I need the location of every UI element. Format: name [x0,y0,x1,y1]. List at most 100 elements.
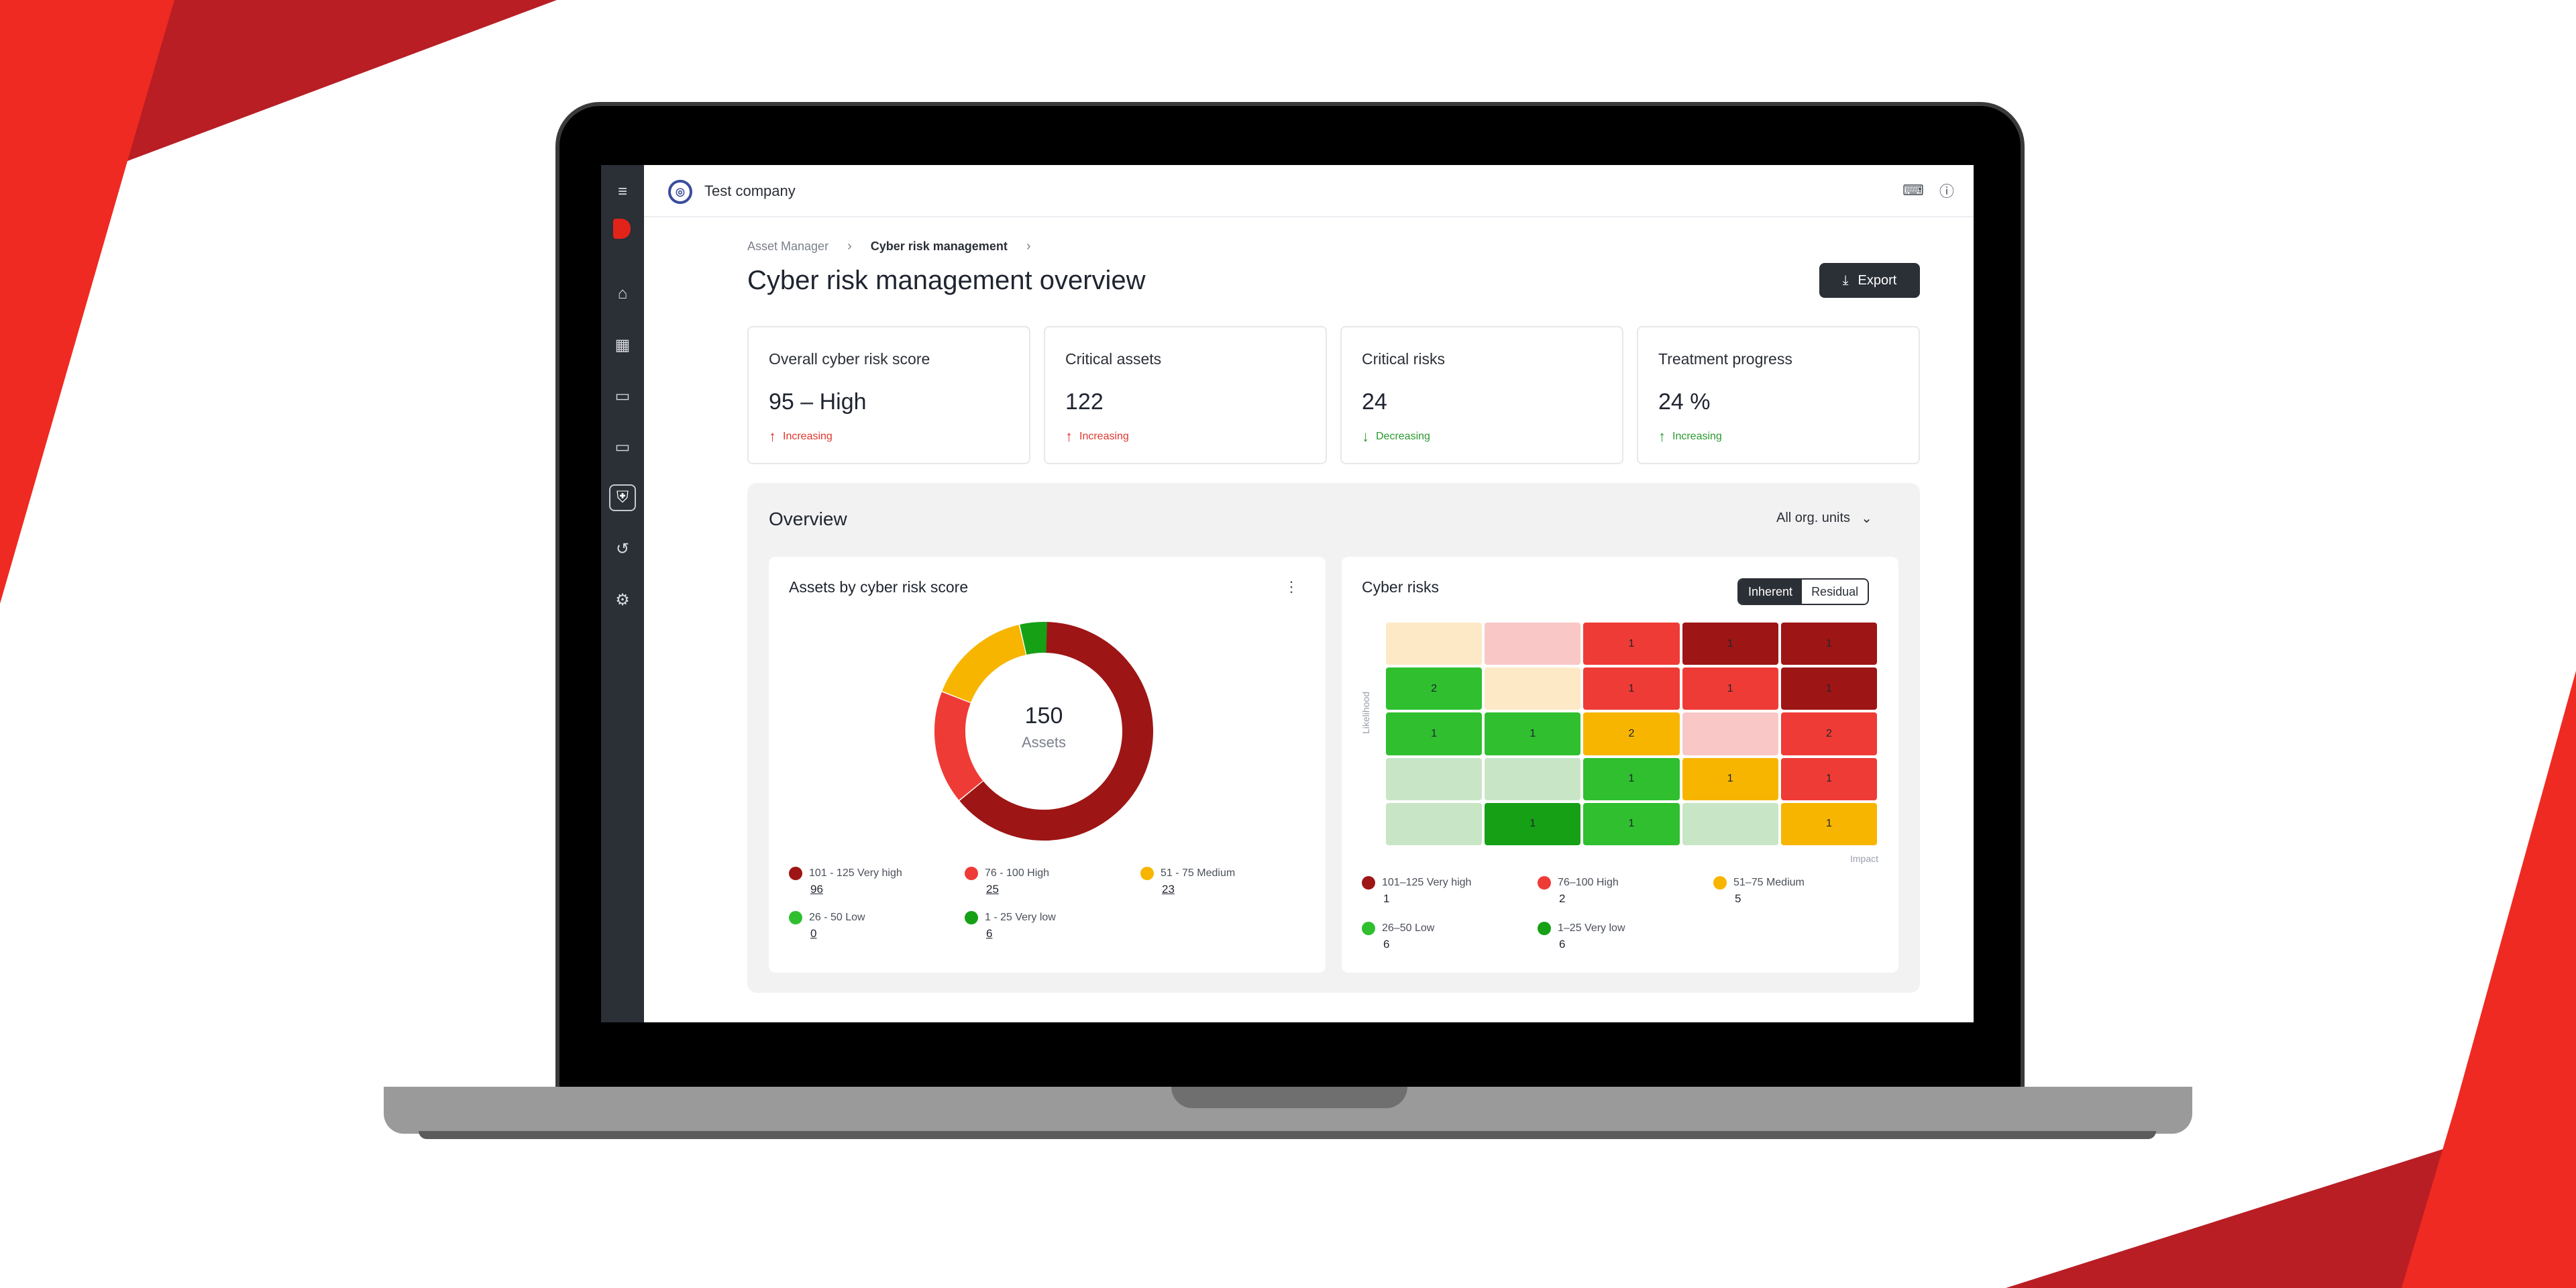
kpi-trend-label: Increasing [1079,431,1129,442]
breadcrumb-item-asset-manager[interactable]: Asset Manager [747,239,829,253]
heatmap-cell-r1-c3[interactable]: 1 [1682,667,1778,710]
heatmap-cell-r3-c2[interactable]: 1 [1583,757,1680,800]
legend-label: 26–50 Low [1382,922,1435,934]
heatmap-cell-r2-c0[interactable]: 1 [1386,712,1483,755]
heatmap-cell-r0-c0[interactable] [1386,623,1483,665]
legend-value-link[interactable]: 6 [986,927,993,940]
risk-legend-item-medium: 51–75 Medium 5 [1713,876,1874,906]
arrow-up-icon: ↑ [769,428,776,445]
heatmap-cell-r1-c0[interactable]: 2 [1386,667,1483,710]
heatmap-x-axis-label: Impact [1849,853,1878,864]
heatmap-cell-r3-c3[interactable]: 1 [1682,757,1778,800]
heatmap-cell-r0-c1[interactable] [1485,623,1581,665]
folder-icon[interactable]: ▭ [614,386,631,405]
kpi-card-overall-score[interactable]: Overall cyber risk score 95 – High ↑ Inc… [747,326,1030,464]
donut-slice-0[interactable] [959,622,1153,841]
heatmap-cell-r0-c4[interactable]: 1 [1780,623,1877,665]
kpi-value: 95 – High [769,389,867,415]
heatmap-cell-r3-c0[interactable] [1386,757,1483,800]
donut-slice-2[interactable] [942,625,1026,703]
shield-icon[interactable]: ⛨ [609,484,636,511]
legend-label: 1 - 25 Very low [985,912,1056,924]
legend-item-low: 26 - 50 Low 0 [789,911,950,941]
breadcrumb-item-current: Cyber risk management [870,239,1008,253]
keyboard-icon[interactable]: ⌨ [1902,182,1924,199]
legend-swatch [1362,922,1375,935]
donut-slice-1[interactable] [934,692,983,800]
kpi-trend: ↓ Decreasing [1362,428,1430,445]
deco-shape-top-left-dark [0,0,557,161]
legend-value-link[interactable]: 23 [1162,883,1175,896]
folder-alt-icon[interactable]: ▭ [614,437,631,456]
kpi-value: 24 % [1658,389,1711,415]
donut-slice-4[interactable] [1020,622,1047,655]
chevron-right-icon: › [847,239,852,254]
heatmap-cell-r4-c3[interactable] [1682,802,1778,845]
kpi-trend-label: Increasing [1672,431,1722,442]
heatmap-cell-r2-c1[interactable]: 1 [1485,712,1581,755]
heatmap-cell-r4-c2[interactable]: 1 [1583,802,1680,845]
help-icon[interactable]: ⓘ [1939,183,1954,200]
page-title: Cyber risk management overview [747,266,1146,295]
kpi-card-treatment-progress[interactable]: Treatment progress 24 % ↑ Increasing [1637,326,1920,464]
grid-icon[interactable]: ▦ [614,335,631,354]
legend-value-link[interactable]: 25 [986,883,999,896]
legend-label: 76 - 100 High [985,867,1050,879]
arrow-up-icon: ↑ [1658,428,1666,445]
heatmap-cell-r1-c1[interactable] [1485,667,1581,710]
legend-swatch [1538,922,1551,935]
toggle-residual[interactable]: Residual [1802,580,1868,604]
legend-value-link[interactable]: 0 [810,927,817,940]
heatmap-cell-r0-c2[interactable]: 1 [1583,623,1680,665]
more-options-icon[interactable]: ⋮ [1284,578,1299,595]
heatmap-cell-r1-c2[interactable]: 1 [1583,667,1680,710]
legend-label: 51 - 75 Medium [1161,867,1236,879]
assets-donut-chart [934,622,1153,841]
heatmap-cell-r1-c4[interactable]: 1 [1780,667,1877,710]
legend-value: 2 [1559,892,1566,905]
kpi-card-critical-risks[interactable]: Critical risks 24 ↓ Decreasing [1340,326,1623,464]
kpi-card-critical-assets[interactable]: Critical assets 122 ↑ Increasing [1044,326,1327,464]
legend-item-medium: 51 - 75 Medium 23 [1140,867,1301,896]
heatmap-cell-r0-c3[interactable]: 1 [1682,623,1778,665]
export-label: Export [1858,272,1897,288]
settings-icon[interactable]: ⚙ [615,590,630,609]
heatmap-cell-r3-c1[interactable] [1485,757,1581,800]
risk-legend-item-high: 76–100 High 2 [1538,876,1699,906]
laptop-base-edge [419,1131,2156,1139]
laptop-notch [1171,1087,1407,1108]
top-bar: ◎ Test company ⌨ ⓘ [644,165,1974,217]
history-icon[interactable]: ↺ [615,539,630,558]
heatmap-cell-r2-c3[interactable] [1682,712,1778,755]
heatmap-cell-r4-c1[interactable]: 1 [1485,802,1581,845]
legend-swatch [789,867,802,880]
company-logo-icon: ◎ [668,180,692,204]
kpi-trend-label: Decreasing [1376,431,1430,442]
legend-item-high: 76 - 100 High 25 [965,867,1126,896]
kpi-label: Overall cyber risk score [769,350,930,368]
deco-shape-bottom-right [2402,671,2576,1288]
legend-value-link[interactable]: 96 [810,883,823,896]
donut-center-label: Assets [1021,734,1067,751]
heatmap-cell-r4-c4[interactable]: 1 [1780,802,1877,845]
home-icon[interactable]: ⌂ [617,284,628,303]
legend-swatch [1140,867,1154,880]
legend-label: 76–100 High [1558,877,1619,889]
legend-swatch [1538,876,1551,890]
toggle-inherent[interactable]: Inherent [1739,580,1803,604]
org-unit-value: All org. units [1776,511,1851,525]
org-unit-select[interactable]: All org. units ⌄ [1776,510,1872,527]
legend-value: 1 [1383,892,1390,905]
heatmap-cell-r4-c0[interactable] [1386,802,1483,845]
assets-panel-title: Assets by cyber risk score [789,578,969,596]
risk-legend-item-very-high: 101–125 Very high 1 [1362,876,1523,906]
menu-icon[interactable]: ≡ [617,182,627,201]
company-name[interactable]: Test company [704,182,796,199]
kpi-value: 24 [1362,389,1387,415]
heatmap-cell-r3-c4[interactable]: 1 [1780,757,1877,800]
risk-legend-item-low: 26–50 Low 6 [1362,922,1523,951]
heatmap-cell-r2-c4[interactable]: 2 [1780,712,1877,755]
export-button[interactable]: ⤓ Export [1819,263,1920,298]
heatmap-cell-r2-c2[interactable]: 2 [1583,712,1680,755]
